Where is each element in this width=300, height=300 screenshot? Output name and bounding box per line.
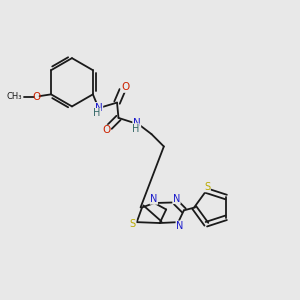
Text: O: O — [121, 82, 129, 92]
Text: N: N — [133, 118, 141, 128]
Text: S: S — [130, 219, 136, 229]
Text: H: H — [93, 109, 101, 118]
Text: O: O — [102, 125, 110, 135]
Text: N: N — [150, 194, 158, 204]
Text: O: O — [32, 92, 41, 102]
Text: N: N — [95, 103, 103, 112]
Text: N: N — [176, 221, 183, 231]
Text: CH₃: CH₃ — [6, 92, 22, 101]
Text: N: N — [173, 194, 180, 204]
Text: H: H — [132, 124, 139, 134]
Text: S: S — [204, 182, 210, 192]
